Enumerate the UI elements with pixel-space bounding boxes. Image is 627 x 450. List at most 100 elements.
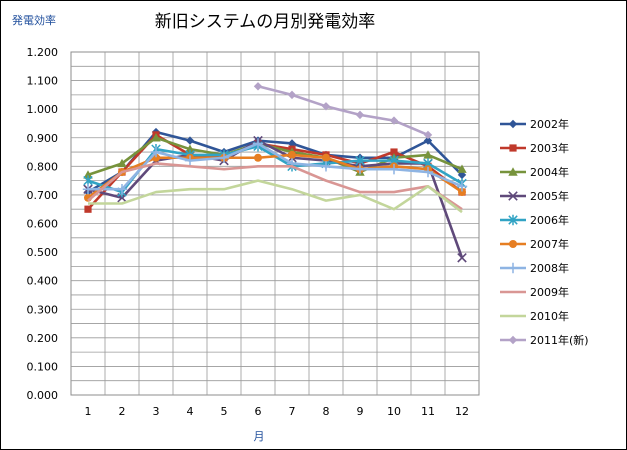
legend-label: 2010年 — [530, 309, 569, 323]
data-point — [252, 138, 264, 149]
legend-item: 2007年 — [500, 237, 569, 251]
data-point — [457, 253, 467, 263]
data-point — [84, 205, 92, 213]
legend-item: 2008年 — [500, 261, 569, 275]
x-tick-label: 5 — [221, 405, 228, 418]
data-point — [116, 184, 128, 195]
data-point — [184, 155, 196, 166]
x-tick-label: 11 — [421, 405, 435, 418]
x-axis-label: 月 — [254, 430, 265, 443]
plot-area: 0.000 0.100 0.200 0.300 0.400 0.500 0.600 0.700… — [27, 46, 480, 418]
legend-item: 2006年 — [500, 213, 569, 227]
data-point — [287, 90, 297, 100]
legend: 2002年 2003年 2004年 2005年 2006年 2007年 2008年 2009年… — [500, 117, 589, 347]
data-point — [320, 161, 332, 172]
x-tick-label: 10 — [387, 405, 401, 418]
data-point — [254, 153, 262, 162]
legend-item: 2004年 — [500, 165, 569, 179]
data-point — [218, 152, 230, 163]
x-tick-label: 8 — [323, 405, 330, 418]
y-tick-label: 0.000 — [27, 389, 59, 402]
data-point — [287, 139, 297, 148]
y-tick-label: 1.000 — [27, 103, 59, 116]
data-point — [117, 158, 127, 168]
legend-marker — [508, 119, 518, 129]
legend-label: 2003年 — [530, 141, 569, 155]
y-tick-label: 0.200 — [27, 332, 59, 345]
legend-label: 2011年(新) — [530, 333, 589, 347]
y-tick-label: 0.900 — [27, 132, 59, 145]
data-point — [423, 150, 433, 159]
series-line — [87, 162, 463, 211]
y-tick-label: 0.700 — [27, 189, 59, 202]
y-tick-label: 0.400 — [27, 275, 59, 288]
legend-label: 2005年 — [530, 189, 569, 203]
x-tick-label: 6 — [255, 405, 262, 418]
data-point — [457, 164, 467, 173]
x-tick-label: 2 — [119, 405, 126, 418]
data-point — [288, 150, 296, 159]
legend-item: 2002年 — [500, 117, 569, 131]
legend-item: 2010年 — [500, 309, 569, 323]
y-tick-label: 0.800 — [27, 160, 59, 173]
data-point — [355, 110, 365, 120]
data-point — [253, 82, 263, 91]
legend-marker — [508, 335, 518, 345]
x-tick-label: 7 — [289, 405, 296, 418]
data-point — [83, 170, 93, 179]
x-tick-label: 3 — [153, 405, 160, 418]
series-line — [257, 85, 429, 137]
legend-item: 2003年 — [500, 141, 569, 155]
data-point — [354, 163, 366, 175]
data-point — [185, 136, 195, 145]
legend-marker — [508, 191, 518, 201]
legend-marker — [508, 167, 518, 176]
series-10 — [253, 82, 433, 140]
legend-label: 2006年 — [530, 213, 569, 227]
y-tick-label: 1.200 — [27, 46, 59, 59]
data-point — [458, 188, 466, 197]
legend-marker — [507, 262, 519, 274]
series-7 — [82, 138, 468, 195]
legend-label: 2007年 — [530, 237, 569, 251]
data-point — [422, 166, 434, 178]
x-tick-label: 9 — [357, 405, 364, 418]
x-tick-label: 12 — [455, 405, 469, 418]
data-point — [456, 181, 468, 192]
data-point — [423, 136, 433, 145]
data-point — [82, 184, 94, 195]
legend-item: 2009年 — [500, 285, 569, 299]
legend-label: 2009年 — [530, 285, 569, 299]
data-point — [321, 102, 331, 111]
legend-marker — [509, 144, 517, 152]
y-tick-label: 0.300 — [27, 303, 59, 316]
chart-title: 新旧システムの月別発電効率 — [155, 12, 376, 32]
legend-marker — [509, 240, 517, 248]
y-tick-label: 0.100 — [27, 360, 59, 373]
legend-label: 2008年 — [530, 261, 569, 275]
y-tick-label: 1.100 — [27, 75, 59, 88]
series-line — [87, 139, 464, 259]
legend-label: 2004年 — [530, 165, 569, 179]
data-point — [151, 133, 161, 142]
legend-item: 2005年 — [500, 189, 569, 203]
data-point — [388, 163, 400, 175]
y-tick-label: 0.500 — [27, 246, 59, 259]
data-point — [389, 116, 399, 125]
legend-item: 2011年(新) — [500, 333, 589, 347]
data-point — [423, 130, 433, 140]
legend-marker — [508, 214, 518, 226]
series-9 — [88, 179, 463, 214]
data-point — [185, 144, 195, 153]
x-tick-label: 4 — [187, 405, 194, 418]
series-8 — [87, 162, 463, 211]
series-line — [88, 142, 463, 191]
y-axis-label: 発電効率 — [12, 13, 56, 27]
legend-label: 2002年 — [530, 117, 569, 131]
data-point — [390, 148, 398, 156]
x-tick-label: 1 — [85, 405, 92, 418]
data-point — [322, 153, 330, 162]
data-point — [150, 146, 162, 158]
